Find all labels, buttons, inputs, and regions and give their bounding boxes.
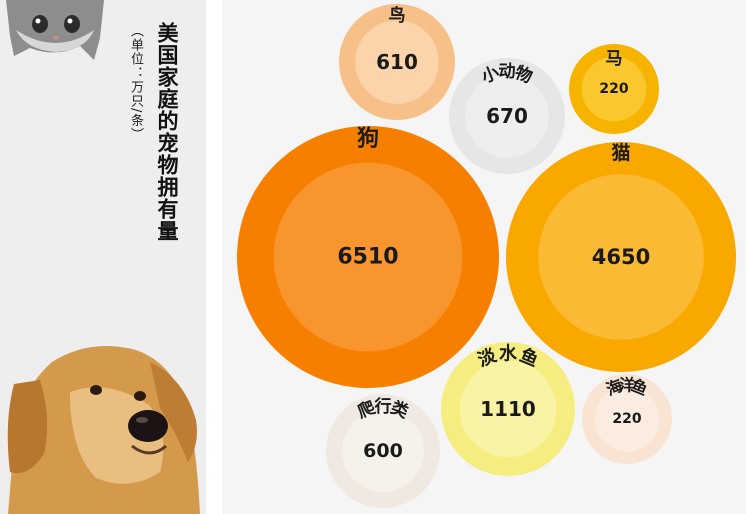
- bubble-inner-saltwater-fish: [594, 386, 660, 452]
- bubble-label-small-animal: 小动物: [479, 62, 536, 88]
- bubble-label-char: 鸟: [389, 5, 406, 26]
- bubble-value-saltwater-fish: 220: [612, 411, 641, 427]
- bubble-inner-bird: [355, 20, 439, 104]
- bubble-value-cat: 4650: [592, 245, 650, 269]
- bubble-label-saltwater-fish: 海洋鱼: [604, 376, 651, 400]
- bubble-small-animal: 670 小动物: [449, 58, 565, 174]
- bubble-label-char: 海: [604, 376, 626, 400]
- bubble-inner-dog: [273, 162, 463, 352]
- chart-title: 美国家庭的宠物拥有量: [155, 22, 179, 242]
- bubble-horse: 220 马: [569, 44, 659, 134]
- bubble-value-horse: 220: [599, 81, 628, 97]
- bubble-label-dog: 狗: [357, 127, 379, 152]
- bubble-value-freshwater-fish: 1110: [480, 397, 536, 421]
- dog-photo: [7, 346, 200, 514]
- left-panel: 美国家庭的宠物拥有量 （单位：万只/条）: [0, 0, 206, 514]
- bubble-label-char: 鱼: [629, 376, 651, 400]
- bubble-label-char: 小: [479, 63, 502, 88]
- bubble-bird: 610 鸟: [339, 4, 455, 120]
- bubble-value-small-animal: 670: [486, 104, 528, 128]
- bubble-inner-small-animal: [465, 74, 549, 158]
- bubble-label-char: 马: [606, 49, 623, 69]
- cat-photo: [6, 0, 104, 60]
- bubble-label-char: 行: [374, 396, 392, 417]
- unit-label: （单位：万只/条）: [128, 24, 143, 142]
- panel-divider: [206, 0, 222, 514]
- bubble-label-char: 狗: [357, 127, 379, 152]
- bubble-cat: 4650 猫: [506, 141, 736, 372]
- bubble-label-bird: 鸟: [389, 5, 406, 26]
- bubble-value-reptile: 600: [363, 440, 403, 462]
- bubble-label-char: 猫: [611, 141, 630, 164]
- bubble-label-char: 洋: [619, 376, 635, 395]
- bubble-dog: 6510 狗: [237, 126, 499, 388]
- bubble-label-char: 水: [499, 343, 518, 365]
- bubble-freshwater-fish: 1110淡水鱼: [441, 342, 575, 476]
- bubble-label-horse: 马: [606, 49, 623, 69]
- bubble-value-dog: 6510: [337, 245, 398, 270]
- bubble-label-cat: 猫: [611, 141, 630, 164]
- bubble-value-bird: 610: [376, 50, 418, 74]
- bubble-inner-freshwater-fish: [459, 360, 557, 458]
- bubble-inner-horse: [581, 56, 647, 122]
- bubble-label-char: 动: [499, 62, 516, 82]
- bubble-label-char: 物: [512, 62, 536, 88]
- bubble-inner-cat: [538, 174, 704, 340]
- bubble-saltwater-fish: 220 海洋鱼: [582, 374, 672, 464]
- bubble-inner-reptile: [341, 409, 425, 493]
